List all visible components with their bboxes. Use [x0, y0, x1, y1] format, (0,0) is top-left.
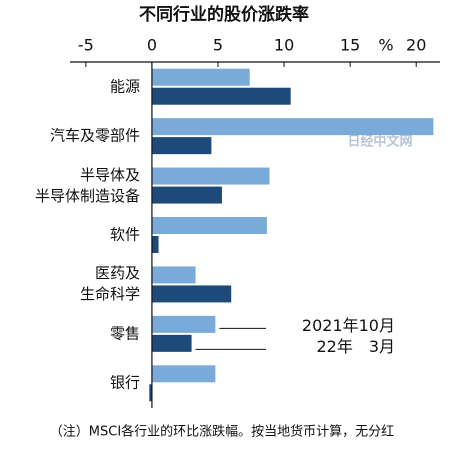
watermark: 日经中文网 — [347, 134, 412, 150]
bar — [151, 217, 267, 234]
bar — [151, 266, 196, 284]
category-label: 软件 — [109, 225, 140, 244]
bar — [151, 118, 434, 136]
unit-label: % — [378, 36, 393, 55]
x-tick-label: 0 — [147, 36, 157, 55]
bar — [151, 334, 192, 352]
legend-label: 22年 3月 — [316, 337, 395, 356]
x-tick-label: 15 — [340, 36, 360, 55]
bar — [151, 186, 222, 204]
bar — [151, 285, 232, 303]
category-label: 零售 — [109, 324, 140, 343]
bar — [151, 137, 212, 155]
legend-label: 2021年10月 — [302, 316, 395, 335]
x-tick-label: 5 — [213, 36, 223, 55]
category-label: 能源 — [109, 77, 140, 96]
bar — [151, 236, 159, 253]
bar — [151, 68, 250, 86]
chart-title: 不同行业的股价涨跌率 — [139, 4, 309, 25]
bar — [149, 384, 152, 402]
category-label: 银行 — [109, 373, 140, 392]
category-label: 半导体及 半导体制造设备 — [34, 165, 140, 205]
x-tick-label: 20 — [406, 36, 426, 55]
category-label: 医药及 生命科学 — [79, 264, 140, 304]
x-tick-label: 10 — [274, 36, 294, 55]
x-tick-label: -5 — [78, 36, 94, 55]
bar — [151, 87, 291, 105]
bar — [151, 167, 270, 185]
bar — [151, 315, 216, 333]
category-label: 汽车及零部件 — [49, 126, 140, 145]
bar — [151, 365, 216, 383]
footnote: （注）MSCI各行业的环比涨跌幅。按当地货币计算，无分红 — [50, 424, 394, 440]
